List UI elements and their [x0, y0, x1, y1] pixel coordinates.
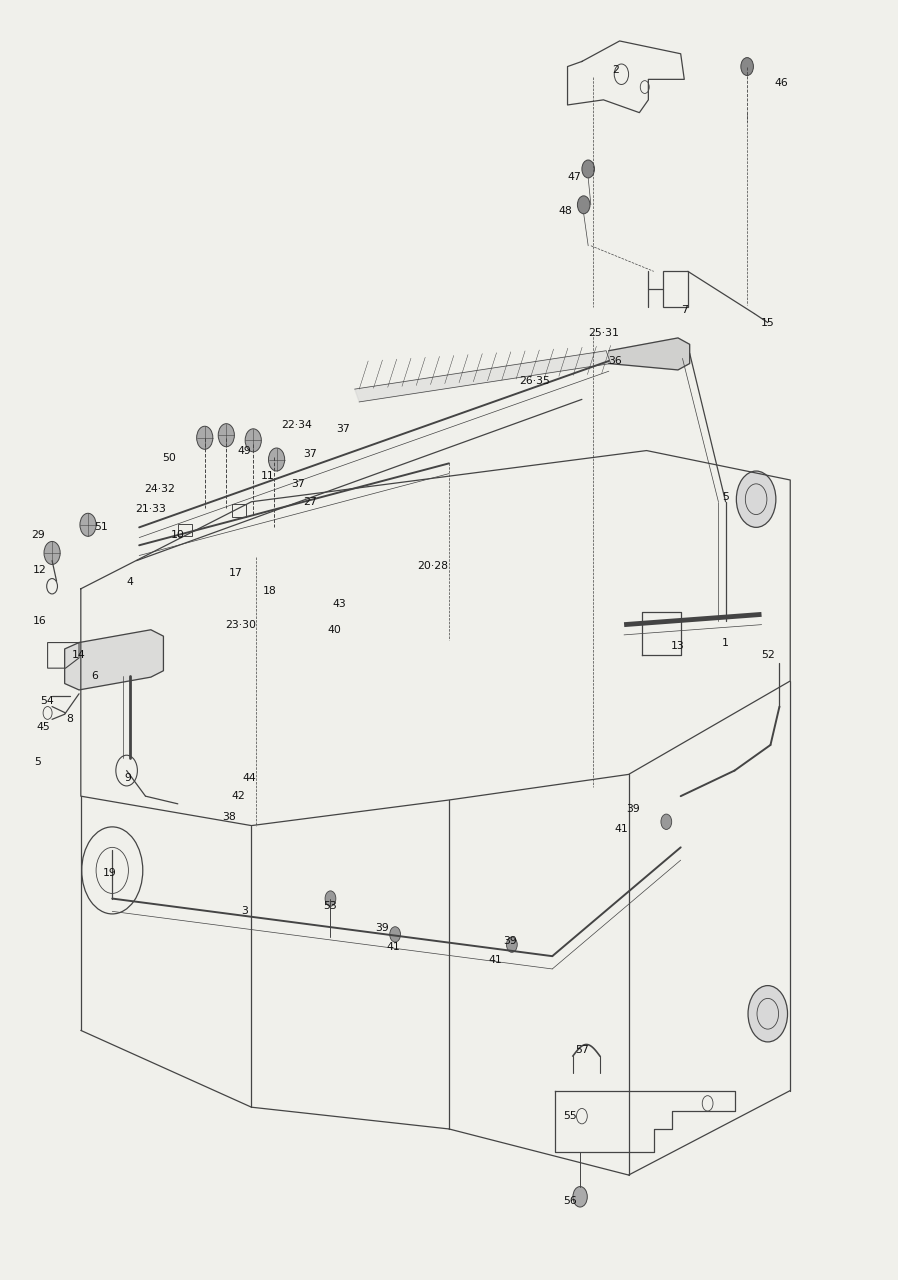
Polygon shape: [65, 630, 163, 690]
Text: 56: 56: [563, 1196, 577, 1206]
Text: 20·28: 20·28: [418, 561, 448, 571]
Text: 49: 49: [237, 445, 251, 456]
Text: 21·33: 21·33: [136, 504, 166, 515]
Circle shape: [741, 58, 753, 76]
Text: 3: 3: [241, 906, 248, 916]
Text: 40: 40: [327, 625, 341, 635]
Text: 54: 54: [40, 696, 54, 707]
Text: 52: 52: [761, 650, 775, 660]
Text: 43: 43: [332, 599, 347, 609]
Circle shape: [390, 927, 401, 942]
Text: 14: 14: [72, 650, 86, 660]
Text: 39: 39: [626, 804, 640, 814]
Text: 24·32: 24·32: [145, 484, 175, 494]
Circle shape: [197, 426, 213, 449]
Bar: [232, 504, 246, 517]
Text: 37: 37: [336, 424, 350, 434]
Text: 26·35: 26·35: [519, 376, 550, 387]
Text: 51: 51: [93, 522, 108, 532]
Text: 39: 39: [374, 923, 389, 933]
Text: 17: 17: [228, 568, 242, 579]
Text: 5: 5: [722, 492, 729, 502]
Bar: [663, 271, 688, 307]
Text: 37: 37: [303, 449, 317, 460]
Text: 39: 39: [503, 936, 517, 946]
Circle shape: [218, 424, 234, 447]
Text: 46: 46: [774, 78, 788, 88]
Text: 25·31: 25·31: [588, 328, 619, 338]
Text: 15: 15: [761, 317, 775, 328]
Circle shape: [748, 986, 788, 1042]
Text: 19: 19: [102, 868, 117, 878]
Polygon shape: [609, 338, 690, 370]
Circle shape: [44, 541, 60, 564]
Text: 8: 8: [66, 714, 74, 724]
Text: 41: 41: [614, 824, 629, 835]
Circle shape: [661, 814, 672, 829]
Text: 44: 44: [242, 773, 257, 783]
Text: 45: 45: [36, 722, 50, 732]
Circle shape: [269, 448, 285, 471]
Text: 41: 41: [386, 942, 401, 952]
Text: 55: 55: [563, 1111, 577, 1121]
Text: 4: 4: [127, 577, 134, 588]
Text: 38: 38: [222, 812, 236, 822]
Text: 9: 9: [124, 773, 131, 783]
Text: 18: 18: [262, 586, 277, 596]
Text: 42: 42: [231, 791, 245, 801]
Text: 1: 1: [722, 637, 729, 648]
Text: 7: 7: [681, 305, 688, 315]
Text: 53: 53: [323, 901, 338, 911]
Text: 29: 29: [31, 530, 45, 540]
Circle shape: [577, 196, 590, 214]
Text: 10: 10: [171, 530, 185, 540]
Circle shape: [325, 891, 336, 906]
Text: 6: 6: [91, 671, 98, 681]
Polygon shape: [355, 351, 611, 402]
Text: 50: 50: [162, 453, 176, 463]
Text: 48: 48: [559, 206, 573, 216]
Text: 37: 37: [291, 479, 305, 489]
Text: 22·34: 22·34: [281, 420, 312, 430]
Text: 36: 36: [608, 356, 622, 366]
Text: 27: 27: [303, 497, 317, 507]
Text: 41: 41: [489, 955, 503, 965]
Text: 12: 12: [32, 564, 47, 575]
Circle shape: [80, 513, 96, 536]
Circle shape: [582, 160, 594, 178]
Text: 57: 57: [575, 1044, 589, 1055]
Text: 2: 2: [612, 65, 619, 76]
Text: 23·30: 23·30: [225, 620, 256, 630]
Circle shape: [245, 429, 261, 452]
Bar: [178, 524, 192, 536]
Text: 5: 5: [34, 756, 41, 767]
Circle shape: [506, 937, 517, 952]
Circle shape: [573, 1187, 587, 1207]
Text: 47: 47: [568, 172, 582, 182]
Text: 13: 13: [671, 641, 685, 652]
Text: 11: 11: [260, 471, 275, 481]
Text: 16: 16: [32, 616, 47, 626]
Circle shape: [736, 471, 776, 527]
